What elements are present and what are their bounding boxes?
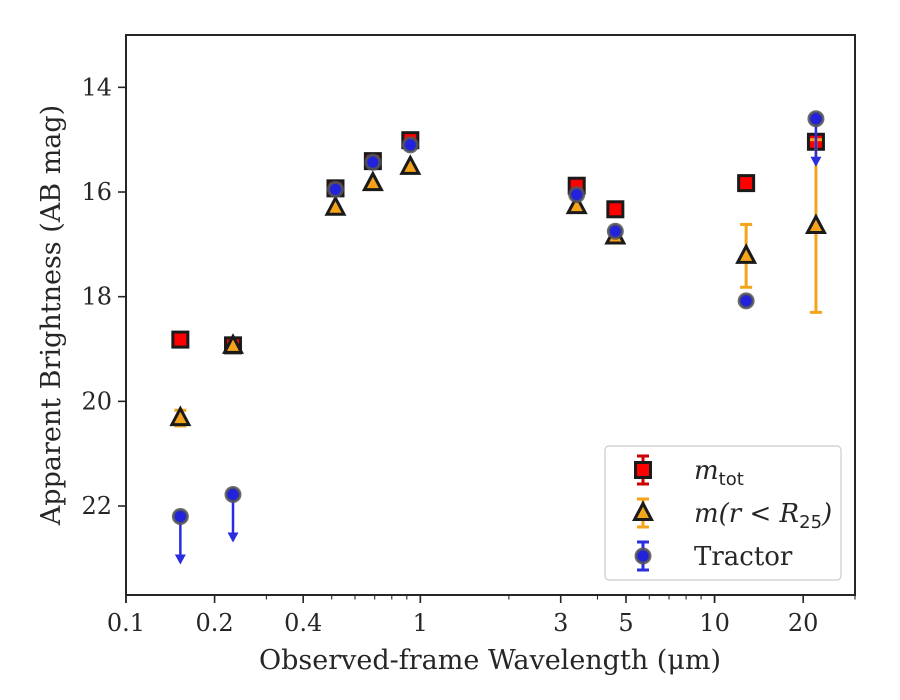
data-point <box>169 405 192 427</box>
legend: mtot m(r < R25) Tractor <box>604 445 842 581</box>
y-tick-label: 14 <box>81 73 112 101</box>
y-axis-ticks: 14 16 18 20 22 <box>81 73 126 520</box>
legend-box <box>604 445 842 581</box>
data-point <box>171 330 190 349</box>
y-tick-label: 22 <box>81 492 112 520</box>
y-axis-label: Apparent Brightness (AB mag) <box>36 105 67 526</box>
y-tick-label: 20 <box>81 387 112 415</box>
series-circle <box>171 110 825 565</box>
legend-marker-square <box>634 461 652 479</box>
data-point <box>222 333 245 354</box>
data-point <box>171 507 189 525</box>
upper-limit-arrowhead <box>174 554 186 565</box>
x-tick-label: 1 <box>413 609 428 637</box>
x-tick-label: 5 <box>618 609 633 637</box>
x-tick-label: 20 <box>788 609 819 637</box>
data-point <box>606 200 625 219</box>
legend-label: mtot <box>694 456 744 490</box>
data-point <box>735 243 758 264</box>
legend-marker-circle <box>634 547 652 565</box>
data-point <box>737 174 756 193</box>
data-point <box>399 154 422 175</box>
series-triangle <box>169 138 827 428</box>
x-axis-ticks: 0.1 0.2 0.4 1 3 5 10 20 <box>107 595 856 637</box>
data-point <box>606 222 624 240</box>
legend-label: m(r < R25) <box>694 499 832 533</box>
data-point <box>361 170 384 192</box>
y-tick-label: 18 <box>81 283 112 311</box>
x-axis-label: Observed-frame Wavelength (μm) <box>259 645 721 676</box>
legend-label: Tractor <box>694 542 793 572</box>
x-tick-label: 0.1 <box>107 609 145 637</box>
data-point <box>804 213 827 235</box>
data-point <box>224 486 242 504</box>
y-tick-label: 16 <box>81 178 112 206</box>
upper-limit-arrowhead <box>227 532 239 543</box>
x-tick-label: 10 <box>699 609 730 637</box>
x-tick-label: 0.4 <box>284 609 322 637</box>
x-tick-label: 3 <box>553 609 568 637</box>
upper-limit-arrowhead <box>810 156 822 167</box>
x-tick-label: 0.2 <box>196 609 234 637</box>
data-point <box>737 292 755 310</box>
data-point <box>326 180 344 198</box>
data-point <box>324 195 347 216</box>
data-point <box>364 153 382 171</box>
data-point <box>401 136 419 154</box>
data-marks <box>169 110 827 565</box>
data-point <box>568 186 586 204</box>
legend-marker-triangle <box>632 500 654 521</box>
data-point <box>807 110 825 128</box>
data-point <box>565 193 588 215</box>
